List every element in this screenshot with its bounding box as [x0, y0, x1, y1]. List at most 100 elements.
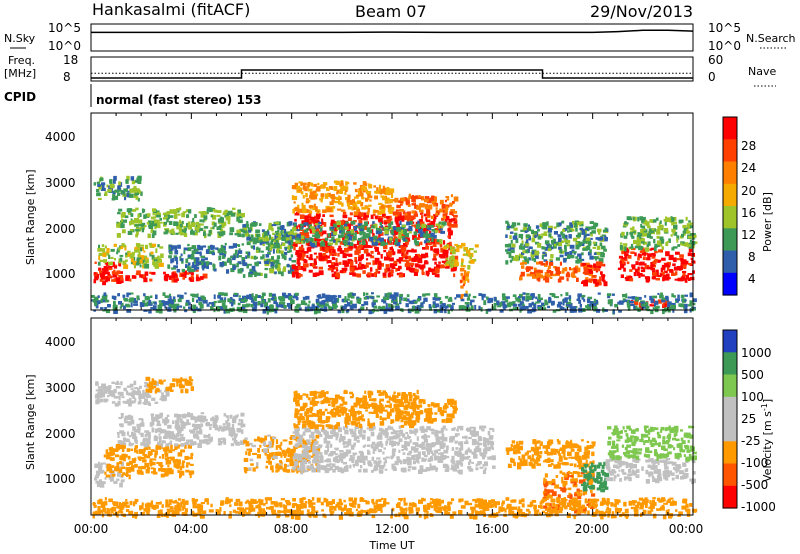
vel-cells-cell-4: [165, 386, 170, 392]
vel-cells-cell-1: [149, 458, 154, 461]
power-cells-cell-19: [245, 304, 248, 308]
power-cells-cell-17: [685, 216, 688, 221]
power-cells-cell-3: [207, 233, 211, 237]
power-cells-cell-11: [463, 247, 468, 250]
power-cells-cell-13: [593, 256, 599, 259]
power-cells-cell-9: [420, 203, 425, 207]
power-cells-cell-2: [157, 258, 162, 263]
power-cells-cell-19: [219, 297, 224, 301]
vel-cells-cell-1: [175, 458, 179, 462]
power-cells-cell-19: [593, 298, 597, 304]
power-cells-cell-6: [284, 246, 289, 249]
power-cells-cell-2: [155, 262, 159, 266]
power-cells-cell-14: [536, 277, 541, 281]
power-cells-cell-4: [126, 175, 130, 181]
power-cells-cell-16: [669, 269, 674, 273]
vel-cells-cell-4: [179, 381, 182, 385]
power-cells-cell-9: [408, 193, 411, 197]
power-cells-cell-10: [373, 239, 376, 243]
power-cells-cell-19: [278, 296, 284, 301]
power-cells-cell-16: [641, 253, 645, 256]
vel-cells-cell-1: [138, 456, 141, 460]
power-cells-cell-19: [162, 292, 166, 296]
power-cells-cell-8: [388, 210, 393, 214]
vel-cells-cell-3: [147, 401, 151, 406]
power-cells-cell-6: [267, 252, 271, 255]
power-cells-cell-8: [325, 209, 328, 212]
power-cells-cell-19: [394, 292, 399, 297]
power-cells-cell-15: [595, 261, 601, 267]
power-cells-cell-7: [383, 215, 387, 219]
power-cells-cell-9: [407, 197, 410, 201]
power-cells-cell-19: [485, 309, 489, 314]
power-cells-cell-0: [105, 262, 110, 266]
power-cells-cell-19: [629, 300, 634, 304]
power-cells-cell-3: [164, 221, 167, 225]
power-cells-cell-15: [593, 266, 599, 271]
vel-cells-cell-1: [111, 474, 116, 477]
power-cells-cell-3: [177, 213, 181, 216]
power-cells-cell-19: [218, 306, 224, 310]
power-cells-cell-19: [169, 296, 172, 301]
power-cells-cell-19: [283, 295, 289, 299]
power-cells-cell-7: [306, 234, 310, 239]
power-cells-cell-19: [119, 306, 122, 309]
power-cells-cell-14: [565, 273, 571, 278]
power-cells-cell-3: [176, 224, 180, 230]
power-cells-cell-7: [314, 215, 318, 218]
power-cells-cell-10: [344, 241, 348, 245]
power-cells-cell-19: [607, 295, 611, 299]
power-cells-cell-10: [390, 229, 394, 235]
cpid-text: normal (fast stereo) 153: [96, 93, 262, 107]
power-cells-cell-7: [392, 237, 396, 242]
power-cells-cell-16: [655, 273, 659, 277]
vel-cells-cell-3: [114, 402, 119, 407]
power-cells-cell-10: [319, 227, 322, 232]
vel-cells-cell-3: [139, 394, 143, 399]
vel-cells-cell-5: [315, 461, 318, 466]
vel-cells-cell-2: [214, 427, 220, 430]
vel-cells-cell-6: [296, 453, 299, 458]
power-cells-cell-2: [136, 248, 140, 253]
power-cells-cell-19: [155, 294, 158, 300]
power-cells-cell-10: [405, 234, 409, 238]
power-cells-cell-9: [411, 196, 416, 200]
power-cells-cell-9: [439, 208, 444, 213]
power-cells-cell-8: [355, 194, 360, 197]
power-cells-cell-3: [220, 225, 224, 228]
power-cells-cell-13: [517, 222, 521, 226]
vel-cells-cell-6: [417, 451, 421, 455]
power-cells-cell-8: [298, 181, 303, 184]
power-cells-cell-8: [302, 195, 305, 199]
power-cells-cell-10: [399, 220, 402, 226]
power-cells-cell-3: [122, 219, 127, 223]
power-cells-cell-7: [294, 213, 300, 216]
power-cells-cell-9: [426, 215, 431, 218]
power-cells-cell-1: [115, 277, 121, 281]
power-cells-cell-7: [411, 221, 415, 224]
power-cells-cell-11: [450, 255, 455, 261]
power-cells-cell-10: [417, 220, 420, 226]
power-cells-cell-19: [383, 300, 387, 304]
power-cells-cell-7: [339, 241, 344, 245]
power-cells-cell-6: [241, 243, 244, 246]
power-cells-cell-13: [542, 222, 547, 226]
power-cells-cell-7: [307, 213, 310, 218]
power-cells-cell-19: [344, 296, 347, 301]
power-cells-cell-6: [269, 247, 273, 251]
power-cells-cell-2: [125, 252, 129, 257]
power-cells-cell-0: [94, 275, 99, 281]
power-cells-cell-19: [323, 307, 328, 312]
power-cells-cell-19: [493, 296, 497, 301]
power-cells-cell-10: [362, 231, 366, 237]
power-cells-cell-7: [389, 257, 394, 262]
power-cells-cell-1: [171, 277, 175, 283]
power-cells-cell-19: [533, 303, 537, 309]
vel-cells-cell-1: [159, 464, 164, 468]
vel-cells-cell-2: [206, 442, 211, 445]
vel-cells-cell-1: [142, 452, 145, 456]
power-cells-cell-19: [412, 305, 415, 310]
power-cells-cell-7: [315, 272, 320, 277]
power-cells-cell-9: [404, 215, 410, 221]
power-cells-cell-16: [647, 253, 652, 257]
